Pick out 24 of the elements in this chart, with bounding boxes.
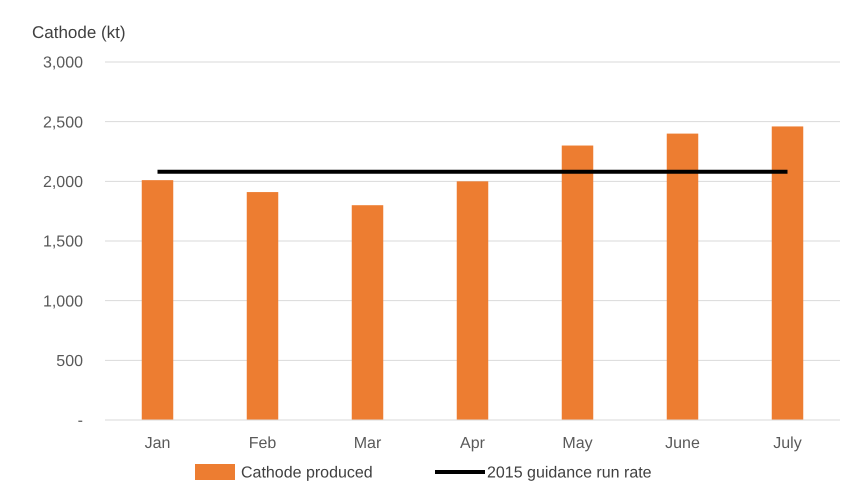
bar: [772, 126, 804, 420]
y-axis-title: Cathode (kt): [32, 23, 126, 42]
bar: [456, 181, 488, 420]
legend-label: 2015 guidance run rate: [487, 464, 652, 482]
bar: [352, 205, 384, 420]
y-tick-label: 1,500: [42, 234, 84, 251]
x-tick-label: Jan: [144, 435, 170, 452]
bar: [246, 192, 278, 420]
x-tick-label: Feb: [248, 435, 276, 452]
x-tick-label: July: [773, 435, 802, 452]
bar: [142, 180, 174, 420]
x-tick-label: June: [665, 435, 700, 452]
legend-label: Cathode produced: [241, 464, 373, 482]
x-tick-label: May: [562, 435, 593, 452]
y-tick-label: 500: [56, 352, 84, 370]
x-tick-label: Mar: [354, 435, 382, 452]
x-tick-label: Apr: [460, 435, 486, 452]
bar: [666, 134, 698, 420]
y-tick-label: -: [78, 412, 83, 430]
y-tick-label: 1,000: [42, 293, 84, 310]
y-tick-label: 2,000: [42, 174, 84, 191]
bar: [562, 146, 594, 420]
y-tick-label: 3,000: [42, 54, 84, 72]
y-tick-label: 2,500: [42, 114, 84, 132]
